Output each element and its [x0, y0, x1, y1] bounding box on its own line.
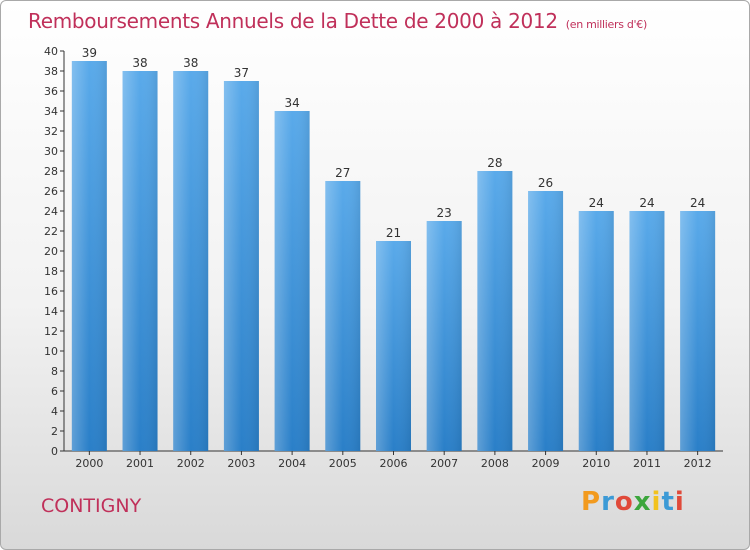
y-tick-label: 4 — [51, 405, 58, 418]
bar-value-label: 24 — [639, 196, 654, 210]
bar-shade — [629, 211, 665, 451]
y-tick-label: 26 — [44, 185, 58, 198]
x-tick-label: 2006 — [380, 457, 408, 470]
y-tick-label: 40 — [44, 45, 58, 58]
commune-name: CONTIGNY — [41, 495, 142, 517]
y-tick-label: 32 — [44, 125, 58, 138]
bar-shade — [173, 71, 209, 451]
x-tick-label: 2004 — [278, 457, 306, 470]
proxiti-logo[interactable]: Proxiti — [581, 487, 685, 517]
bar-shade — [477, 171, 513, 451]
y-tick-label: 0 — [51, 445, 58, 458]
x-tick-label: 2007 — [430, 457, 458, 470]
bar-shade — [122, 71, 158, 451]
bar-value-label: 38 — [132, 56, 147, 70]
x-tick-label: 2008 — [481, 457, 509, 470]
y-tick-label: 6 — [51, 385, 58, 398]
y-tick-label: 8 — [51, 365, 58, 378]
bar-value-label: 26 — [538, 176, 553, 190]
x-tick-label: 2009 — [532, 457, 560, 470]
chart-unit: (en milliers d'€) — [565, 18, 647, 31]
y-tick-label: 16 — [44, 285, 58, 298]
x-tick-label: 2002 — [177, 457, 205, 470]
y-tick-label: 14 — [44, 305, 58, 318]
bar-shade — [528, 191, 564, 451]
bar-shade — [223, 81, 259, 451]
bar-shade — [71, 61, 107, 451]
y-tick-label: 12 — [44, 325, 58, 338]
x-tick-label: 2003 — [227, 457, 255, 470]
x-tick-label: 2005 — [329, 457, 357, 470]
bar-shade — [325, 181, 361, 451]
y-tick-label: 24 — [44, 205, 58, 218]
y-tick-label: 20 — [44, 245, 58, 258]
y-tick-label: 10 — [44, 345, 58, 358]
bar-value-label: 39 — [82, 46, 97, 60]
bar-shade — [680, 211, 716, 451]
logo-letter: r — [601, 487, 615, 517]
chart-bars — [71, 61, 716, 451]
chart-title: Remboursements Annuels de la Dette de 20… — [28, 9, 647, 33]
bar-shade — [578, 211, 614, 451]
y-tick-label: 34 — [44, 105, 58, 118]
chart-axes: 0246810121416182022242628303234363840200… — [44, 45, 723, 470]
y-tick-label: 22 — [44, 225, 58, 238]
x-tick-label: 2011 — [633, 457, 661, 470]
y-tick-label: 38 — [44, 65, 58, 78]
chart-title-text: Remboursements Annuels de la Dette de 20… — [28, 9, 558, 33]
x-tick-label: 2012 — [684, 457, 712, 470]
y-tick-label: 30 — [44, 145, 58, 158]
logo-letter: x — [633, 487, 652, 517]
bar-value-label: 23 — [437, 206, 452, 220]
logo-letter: i — [651, 487, 662, 517]
y-tick-label: 36 — [44, 85, 58, 98]
y-tick-label: 28 — [44, 165, 58, 178]
bar-shade — [376, 241, 411, 451]
y-tick-label: 2 — [51, 425, 58, 438]
bar-value-label: 37 — [234, 66, 249, 80]
x-tick-label: 2010 — [582, 457, 610, 470]
bar-value-label: 21 — [386, 226, 401, 240]
x-tick-label: 2000 — [75, 457, 103, 470]
logo-letter: o — [614, 487, 634, 517]
logo-letter: P — [581, 487, 602, 517]
logo-letter: i — [674, 487, 685, 517]
bar-value-label: 27 — [335, 166, 350, 180]
logo-letter: t — [661, 487, 675, 517]
chart-data-labels: 39 38 38 37 34 27 21 23 28 26 24 24 24 — [82, 46, 706, 240]
bar-value-label: 38 — [183, 56, 198, 70]
y-tick-label: 18 — [44, 265, 58, 278]
bar-value-label: 28 — [487, 156, 502, 170]
bar-shade — [426, 221, 462, 451]
bar-value-label: 24 — [690, 196, 705, 210]
bar-value-label: 34 — [284, 96, 299, 110]
x-tick-label: 2001 — [126, 457, 154, 470]
bar-value-label: 24 — [589, 196, 604, 210]
bar-shade — [274, 111, 310, 451]
